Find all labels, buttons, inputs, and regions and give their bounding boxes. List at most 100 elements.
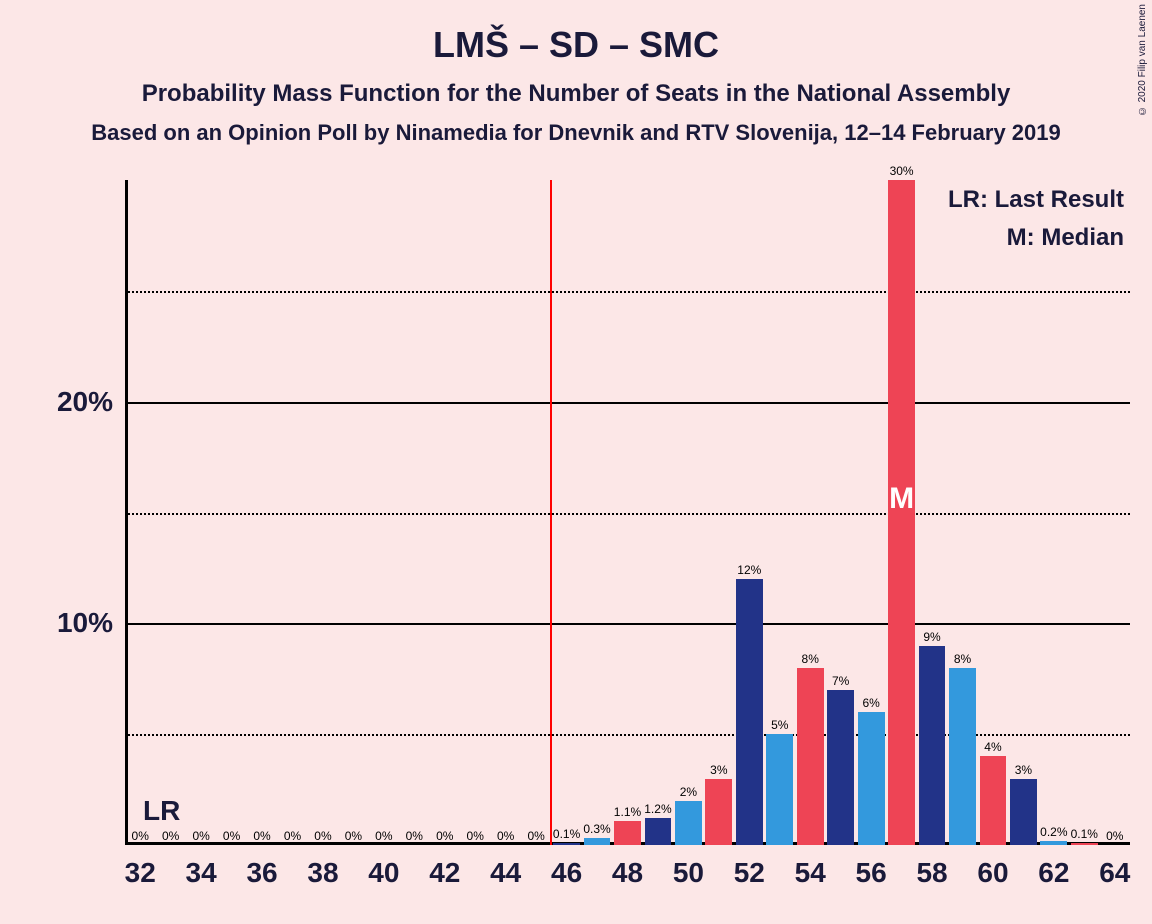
bar-value-label: 2% (680, 785, 697, 801)
bar: 3% (705, 779, 732, 846)
bar: 0% (340, 845, 367, 846)
bar: 5% (766, 734, 793, 845)
bar-value-label: 4% (984, 740, 1001, 756)
x-tick-label: 60 (977, 845, 1008, 889)
bar-value-label: 0% (314, 829, 331, 845)
bar-value-label: 0% (527, 829, 544, 845)
x-tick-label: 38 (307, 845, 338, 889)
x-tick-label: 34 (186, 845, 217, 889)
bar-rect (949, 668, 976, 845)
bar-rect (980, 756, 1007, 845)
bar: 0% (492, 845, 519, 846)
gridline (128, 291, 1130, 293)
bar: 0.2% (1040, 841, 1067, 845)
bar: 12% (736, 579, 763, 845)
bar: 1.2% (645, 818, 672, 845)
bar: 0% (249, 845, 276, 846)
bar: 0% (310, 845, 337, 846)
x-tick-label: 48 (612, 845, 643, 889)
bar-rect (797, 668, 824, 845)
bar-value-label: 0% (253, 829, 270, 845)
bar: 0% (431, 845, 458, 846)
bar: 9% (919, 646, 946, 846)
bar-rect (1071, 843, 1098, 845)
bar-value-label: 12% (737, 563, 761, 579)
chart-subtitle-2: Based on an Opinion Poll by Ninamedia fo… (0, 120, 1152, 146)
bar-value-label: 7% (832, 674, 849, 690)
bar: 0% (279, 845, 306, 846)
bar: 7% (827, 690, 854, 845)
bar: 4% (980, 756, 1007, 845)
legend-lr: LR: Last Result (948, 186, 1124, 214)
bar-value-label: 0.3% (583, 822, 610, 838)
x-tick-label: 32 (125, 845, 156, 889)
x-tick-label: 36 (246, 845, 277, 889)
bar: 0.1% (1071, 843, 1098, 845)
bar: 0% (127, 845, 154, 846)
gridline (128, 734, 1130, 736)
bar-value-label: 0% (497, 829, 514, 845)
legend-m: M: Median (1007, 224, 1124, 252)
bar: 0% (401, 845, 428, 846)
bar: 0.1% (553, 843, 580, 845)
bar: 0% (523, 845, 550, 846)
x-tick-label: 56 (856, 845, 887, 889)
bar-value-label: 5% (771, 718, 788, 734)
bar-rect (919, 646, 946, 846)
gridline (128, 623, 1130, 625)
bar: 0% (370, 845, 397, 846)
plot-area: LR: Last Result M: Median 10%20%32343638… (125, 180, 1130, 845)
bar-rect (1040, 841, 1067, 845)
bar: 3% (1010, 779, 1037, 846)
x-tick-label: 62 (1038, 845, 1069, 889)
x-tick-label: 46 (551, 845, 582, 889)
bar-rect (705, 779, 732, 846)
bar: 0.3% (584, 838, 611, 845)
last-result-line (550, 180, 552, 845)
gridline (128, 402, 1130, 404)
x-tick-label: 40 (368, 845, 399, 889)
bar: 2% (675, 801, 702, 845)
bar-value-label: 0% (406, 829, 423, 845)
bar-value-label: 0% (162, 829, 179, 845)
bar-value-label: 0% (345, 829, 362, 845)
bar-value-label: 0% (375, 829, 392, 845)
bar: 8% (949, 668, 976, 845)
bar-rect (736, 579, 763, 845)
bar-value-label: 0% (436, 829, 453, 845)
y-tick-label: 20% (57, 386, 125, 418)
bar-value-label: 30% (890, 164, 914, 180)
bar-value-label: 8% (954, 652, 971, 668)
bar-rect (766, 734, 793, 845)
bar-value-label: 3% (1015, 763, 1032, 779)
chart-subtitle-1: Probability Mass Function for the Number… (0, 80, 1152, 108)
median-marker: M (889, 482, 914, 516)
bar-value-label: 8% (802, 652, 819, 668)
x-tick-label: 52 (734, 845, 765, 889)
bar-rect (614, 821, 641, 845)
bar-rect (553, 843, 580, 845)
bar-rect (675, 801, 702, 845)
bar: 0% (188, 845, 215, 846)
bar-value-label: 9% (923, 630, 940, 646)
bar-value-label: 0% (132, 829, 149, 845)
last-result-label: LR (143, 795, 180, 827)
bar-value-label: 0.1% (553, 827, 580, 843)
bar-value-label: 0% (192, 829, 209, 845)
bar-rect (858, 712, 885, 845)
x-tick-label: 64 (1099, 845, 1130, 889)
gridline (128, 513, 1130, 515)
y-tick-label: 10% (57, 607, 125, 639)
bar-value-label: 3% (710, 763, 727, 779)
chart-canvas: © 2020 Filip van Laenen LMŠ – SD – SMC P… (0, 0, 1152, 924)
bar-value-label: 0.2% (1040, 825, 1067, 841)
bar-value-label: 6% (862, 696, 879, 712)
x-tick-label: 44 (490, 845, 521, 889)
bar-rect (645, 818, 672, 845)
bar-value-label: 1.1% (614, 805, 641, 821)
bar-value-label: 0% (467, 829, 484, 845)
bar: 6% (858, 712, 885, 845)
x-tick-label: 50 (673, 845, 704, 889)
bar: 0% (462, 845, 489, 846)
bar: 8% (797, 668, 824, 845)
